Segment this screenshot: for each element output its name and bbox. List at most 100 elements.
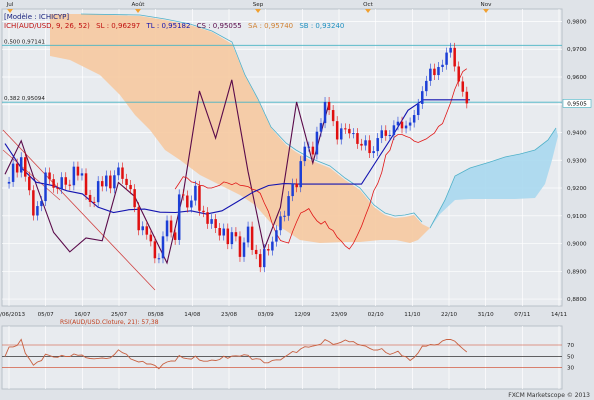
cs-label: CS : 0,95055 (197, 22, 242, 30)
ichimoku-lines (4, 68, 470, 265)
last-price-label: 0,9505 (567, 101, 587, 107)
candle-body (352, 133, 355, 135)
candle-body (331, 110, 335, 122)
candle-body (453, 47, 456, 67)
kijun-sen (4, 99, 470, 215)
ich-label: ICH(AUD/USD, 9, 26, 52) (4, 22, 90, 30)
candle-body (60, 177, 63, 189)
candle-body (129, 184, 132, 190)
x-tick-label: 25/07 (111, 312, 128, 318)
candle-body (295, 183, 298, 188)
x-tick-label: 14/11 (551, 312, 568, 318)
candle-body (72, 166, 76, 186)
candle-body (11, 163, 15, 182)
candle-body (238, 236, 242, 257)
candle-body (461, 81, 465, 92)
candle-body (429, 68, 432, 81)
candle-body (186, 195, 189, 208)
candle-body (307, 146, 311, 148)
y-tick-label: 0,9400 (567, 131, 587, 137)
candle-body (153, 241, 157, 259)
candle-body (267, 249, 270, 251)
candle-body (384, 130, 388, 136)
candle-body (416, 103, 420, 116)
candle-body (149, 234, 153, 242)
candle-body (242, 242, 246, 257)
candle-body (96, 181, 100, 203)
x-tick-label: 05/07 (38, 312, 55, 318)
rsi-line (4, 338, 468, 370)
candle-body (433, 68, 436, 76)
candle-body (441, 64, 444, 68)
candle-body (169, 220, 173, 233)
month-label: Août (132, 1, 146, 8)
candle-body (19, 157, 23, 173)
cloud-bullish (430, 128, 558, 228)
y-tick-label: 0,9100 (567, 214, 587, 220)
candle-body (210, 219, 213, 224)
axes: 0,98000,97000,96000,95000,94000,93000,92… (0, 1, 592, 318)
rsi-level-label: 30 (567, 366, 575, 372)
candle-body (445, 52, 448, 65)
fib-label: 0,500 0,97141 (4, 39, 45, 45)
candle-body (364, 140, 367, 146)
y-tick-label: 0,9800 (567, 19, 587, 25)
x-tick-label: 03/09 (258, 312, 275, 318)
month-label: Oct (363, 2, 373, 8)
rsi-indicator: 70 50 30 (2, 338, 575, 372)
senkou-a-line (80, 13, 423, 223)
y-tick-label: 0,9700 (567, 47, 587, 53)
y-tick-label: 0,9600 (567, 75, 587, 81)
candle-body (380, 130, 384, 139)
candle-body (368, 140, 371, 154)
candle-body (84, 173, 88, 195)
candle-body (465, 91, 469, 104)
candle-body (28, 176, 31, 191)
sa-label: SA : 0,95740 (248, 22, 293, 30)
y-tick-label: 0,9300 (567, 158, 587, 164)
candle-body (275, 230, 278, 242)
sb-label: SB : 0,93240 (299, 22, 344, 30)
ich-legend: ICH(AUD/USD, 9, 26, 52) SL : 0,96297 TL … (4, 22, 344, 30)
candle-body (56, 187, 59, 189)
candle-body (400, 121, 404, 129)
candle-body (157, 258, 161, 260)
tl-label: TL : 0,95182 (146, 22, 191, 30)
month-marker (135, 9, 141, 13)
month-label: Sep (253, 2, 264, 8)
rsi-title: RSI(AUD/USD.Cloture, 21): 57,38 (60, 319, 159, 326)
candle-body (206, 212, 209, 224)
candle-body (287, 196, 290, 216)
last-price-tag (562, 99, 592, 108)
candle-body (15, 163, 19, 173)
y-tick-label: 0,8900 (567, 269, 587, 275)
candle-body (323, 101, 327, 124)
rsi-level-label: 50 (567, 354, 575, 360)
candle-body (279, 216, 282, 231)
candles (7, 42, 469, 273)
month-marker (483, 9, 489, 13)
candle-body (291, 183, 294, 197)
fib-label: 0,382 0,95094 (4, 96, 45, 102)
month-label: Jul (6, 2, 14, 8)
candle-body (52, 179, 55, 188)
month-marker (255, 9, 261, 13)
candle-body (214, 219, 217, 229)
sl-label: SL : 0,96297 (96, 22, 140, 30)
candle-body (388, 135, 392, 137)
candle-body (437, 67, 440, 76)
candle-body (40, 201, 43, 207)
candle-body (372, 151, 375, 154)
candle-body (125, 178, 128, 185)
x-tick-label: 23/09 (331, 312, 348, 318)
chikou-span (4, 79, 330, 265)
x-tick-label: 05/08 (148, 312, 165, 318)
candle-body (376, 138, 379, 152)
candle-body (303, 146, 307, 162)
candle-body (271, 241, 274, 251)
tenkan-sen (174, 68, 468, 250)
candle-body (36, 206, 39, 216)
candle-body (194, 185, 197, 201)
candle-body (145, 226, 149, 235)
candle-body (254, 249, 258, 255)
